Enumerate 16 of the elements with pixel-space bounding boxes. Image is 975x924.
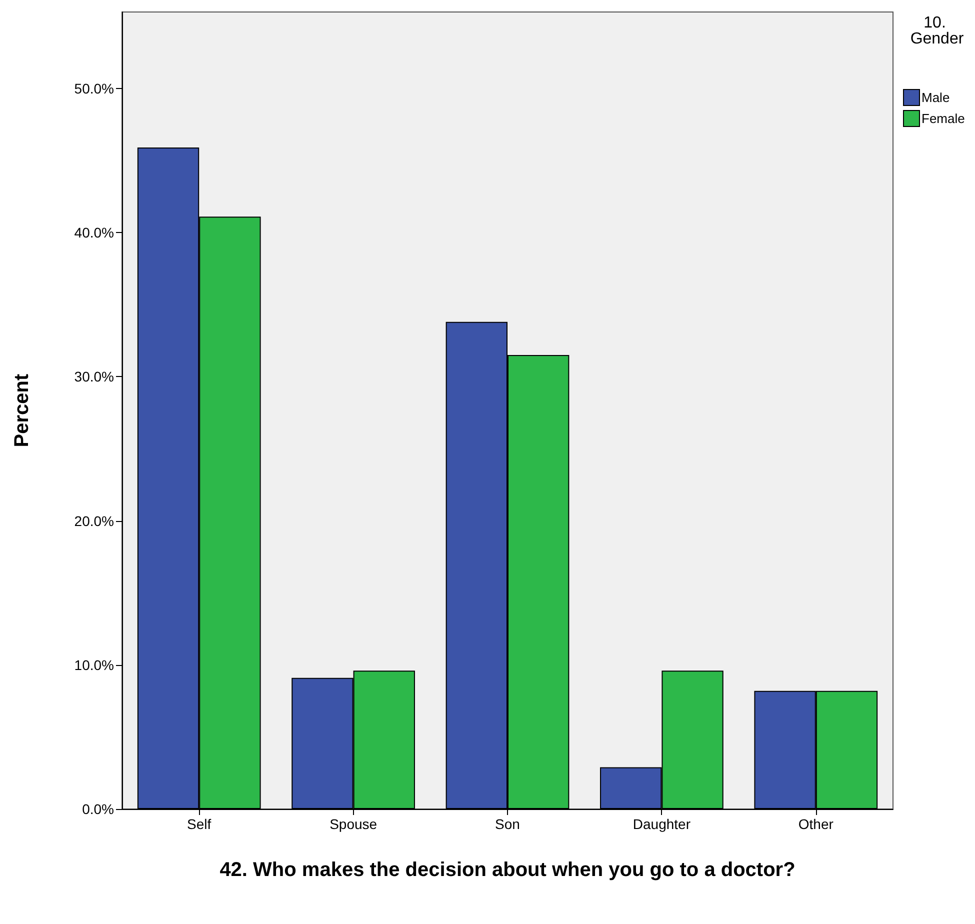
y-tick-label: 40.0% bbox=[74, 224, 114, 241]
y-tick-label: 0.0% bbox=[82, 801, 114, 817]
x-tick-label: Son bbox=[495, 816, 520, 832]
legend-title: 10. Gender bbox=[910, 14, 964, 48]
y-tick-label: 30.0% bbox=[74, 368, 114, 385]
y-axis-title: Percent bbox=[11, 373, 33, 448]
y-tick-label: 20.0% bbox=[74, 512, 114, 529]
y-tick-label: 50.0% bbox=[74, 80, 114, 96]
x-tick-label: Spouse bbox=[330, 816, 378, 832]
x-tick-label: Self bbox=[187, 816, 212, 832]
x-tick-label: Other bbox=[798, 816, 834, 832]
x-axis-title: 42. Who makes the decision about when you go to a doctor? bbox=[220, 859, 796, 881]
x-tick-label: Daughter bbox=[632, 816, 691, 832]
y-tick-label: 10.0% bbox=[74, 656, 114, 673]
legend-label: Female bbox=[922, 111, 965, 126]
legend-label: Male bbox=[922, 90, 950, 105]
